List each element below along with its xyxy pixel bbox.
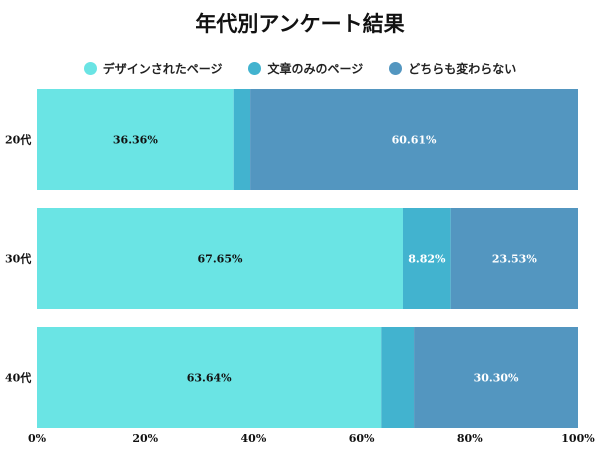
chart-title: 年代別アンケート結果 <box>195 12 405 36</box>
legend: デザインされたページ 文章のみのページ どちらも変わらない <box>0 60 600 77</box>
bar-segment <box>402 208 451 309</box>
legend-item[interactable]: どちらも変わらない <box>389 60 516 77</box>
data-label: 8.82% <box>408 253 446 266</box>
data-label: 67.65% <box>198 253 243 266</box>
category-label: 30代 <box>5 252 31 266</box>
data-label: 36.36% <box>113 134 158 147</box>
category-label: 20代 <box>5 133 31 147</box>
bar-segment <box>414 327 578 428</box>
legend-marker <box>248 62 262 75</box>
x-tick-label: 0% <box>28 432 47 445</box>
legend-label: 文章のみのページ <box>267 62 364 76</box>
data-label: 30.30% <box>474 372 519 385</box>
data-label: 60.61% <box>392 134 437 147</box>
legend-item[interactable]: デザインされたページ <box>83 60 223 77</box>
data-label: 23.53% <box>492 253 537 266</box>
x-tick-label: 20% <box>132 432 158 445</box>
x-tick-label: 40% <box>241 432 267 445</box>
data-label: 63.64% <box>187 372 232 385</box>
bar-segment <box>37 89 234 190</box>
bar-segment <box>37 208 403 309</box>
x-tick-label: 100% <box>561 432 595 445</box>
bar-segment <box>381 327 415 428</box>
category-label: 40代 <box>5 371 31 385</box>
legend-marker <box>389 62 403 75</box>
legend-label: デザインされたページ <box>102 62 223 76</box>
bar-segment <box>450 208 578 309</box>
legend-label: どちらも変わらない <box>408 62 517 76</box>
x-tick-label: 80% <box>457 432 483 445</box>
legend-marker <box>83 62 97 75</box>
legend-item[interactable]: 文章のみのページ <box>248 60 363 77</box>
bar-segment <box>233 89 251 190</box>
x-tick-label: 60% <box>349 432 375 445</box>
bar-segment <box>37 327 382 428</box>
bar-segment <box>250 89 578 190</box>
